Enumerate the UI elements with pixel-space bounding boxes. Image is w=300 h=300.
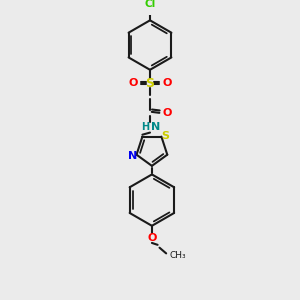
Text: N: N [128, 151, 137, 160]
Text: O: O [147, 233, 157, 243]
Text: N: N [151, 122, 160, 132]
Text: CH₃: CH₃ [170, 251, 187, 260]
Text: O: O [162, 78, 172, 88]
Text: Cl: Cl [144, 0, 156, 9]
Text: H: H [141, 122, 149, 132]
Text: S: S [161, 131, 169, 141]
Text: O: O [162, 108, 172, 118]
Text: O: O [128, 78, 138, 88]
Text: S: S [146, 76, 154, 90]
